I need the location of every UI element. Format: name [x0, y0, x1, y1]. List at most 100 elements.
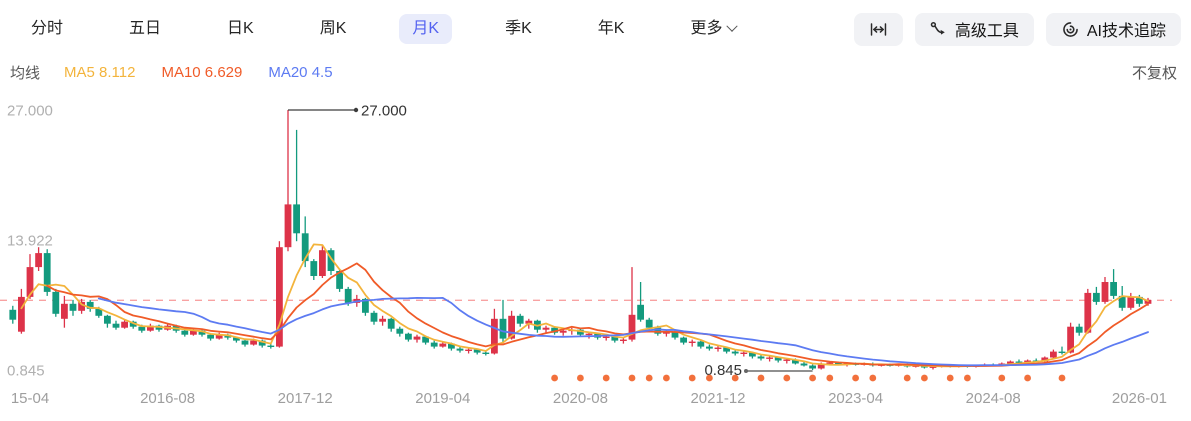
- candle-body: [1110, 282, 1117, 296]
- tab-分时[interactable]: 分时: [31, 20, 64, 37]
- candle-body: [671, 331, 679, 338]
- candle-body: [9, 309, 17, 320]
- candle-body: [1127, 296, 1135, 308]
- candle-body: [1075, 326, 1083, 333]
- candle-body: [1041, 357, 1049, 362]
- event-dot[interactable]: [826, 374, 834, 382]
- event-dot[interactable]: [809, 374, 816, 382]
- event-dot[interactable]: [946, 374, 954, 382]
- candle-body: [327, 250, 335, 271]
- candle-body: [1015, 361, 1023, 363]
- candle-body: [826, 362, 834, 364]
- candle-body: [697, 341, 705, 347]
- y-axis-label: 13.922: [7, 233, 53, 250]
- candle-body: [396, 328, 404, 334]
- event-dot[interactable]: [1024, 374, 1031, 382]
- low-annotation-dot: [744, 369, 748, 373]
- advanced-tools-label: 高级工具: [954, 23, 1019, 40]
- range-select-button[interactable]: [853, 12, 903, 46]
- candle-body: [792, 359, 799, 364]
- candle-body: [1136, 296, 1143, 304]
- tab-日K[interactable]: 日K: [227, 20, 254, 37]
- candle-body: [783, 359, 791, 361]
- candle-body: [241, 340, 249, 345]
- candle-body: [525, 320, 533, 324]
- candle-body: [233, 337, 240, 341]
- tab-月K[interactable]: 月K: [399, 14, 453, 44]
- event-dot[interactable]: [628, 374, 636, 382]
- ma20-value: MA20 4.5: [268, 64, 333, 81]
- candle-body: [551, 327, 558, 333]
- event-dot[interactable]: [998, 374, 1006, 382]
- candle-body: [602, 336, 610, 338]
- horizontal-range-icon: [869, 20, 888, 39]
- candle-body: [929, 366, 937, 368]
- candle-body: [78, 301, 85, 311]
- candle-body: [439, 343, 447, 347]
- ai-tracking-button[interactable]: AI技术追踪: [1045, 12, 1181, 46]
- candle-body: [379, 318, 386, 322]
- candle-body: [1093, 292, 1100, 302]
- event-dot[interactable]: [688, 374, 696, 382]
- event-dot[interactable]: [757, 374, 765, 382]
- event-dot[interactable]: [921, 374, 928, 382]
- candle-body: [516, 315, 524, 324]
- ma10-value: MA10 6.629: [161, 64, 243, 81]
- event-dot[interactable]: [577, 374, 584, 382]
- event-dot[interactable]: [731, 374, 739, 382]
- curve-route-icon: [930, 20, 948, 38]
- candle-body: [465, 349, 472, 351]
- candle-body: [121, 321, 128, 328]
- tab-季K[interactable]: 季K: [505, 20, 532, 37]
- candle-body: [766, 357, 773, 359]
- event-dot[interactable]: [602, 374, 610, 382]
- candle-body: [663, 331, 670, 334]
- tab-年K[interactable]: 年K: [597, 20, 625, 37]
- candle-body: [190, 330, 197, 335]
- event-dot[interactable]: [663, 374, 670, 382]
- low-annotation: 0.845: [704, 362, 813, 379]
- event-dot[interactable]: [903, 374, 911, 382]
- candle-body: [422, 336, 429, 343]
- event-dot[interactable]: [964, 374, 971, 382]
- tab-五日[interactable]: 五日: [129, 20, 162, 37]
- candle-body: [628, 314, 636, 340]
- event-dot[interactable]: [783, 374, 791, 382]
- event-dot[interactable]: [1058, 374, 1066, 382]
- event-dot[interactable]: [645, 374, 653, 382]
- candle-body: [387, 318, 395, 329]
- candle-body: [680, 337, 687, 343]
- high-annotation-dot: [353, 107, 359, 113]
- event-dot[interactable]: [551, 374, 558, 382]
- adjust-mode-toggle[interactable]: 不复权: [1131, 65, 1177, 82]
- tab-more[interactable]: 更多: [677, 14, 749, 44]
- advanced-tools-button[interactable]: 高级工具: [914, 12, 1034, 46]
- candle-body: [18, 296, 25, 332]
- candle-body: [473, 349, 481, 353]
- candle-body: [731, 351, 739, 354]
- candle-body: [757, 356, 765, 359]
- ma-legend-title: 均线: [10, 65, 41, 82]
- y-axis-label: 0.845: [7, 363, 45, 380]
- spiral-target-icon: [1061, 20, 1080, 39]
- candle-body: [499, 318, 507, 339]
- event-dot[interactable]: [852, 374, 859, 382]
- event-dot[interactable]: [706, 374, 713, 382]
- tab-周K[interactable]: 周K: [319, 20, 347, 37]
- candle-body: [835, 362, 842, 365]
- event-dot[interactable]: [869, 374, 877, 382]
- candle-body: [61, 303, 68, 319]
- candle-body: [645, 319, 653, 328]
- candle-body: [43, 253, 51, 292]
- x-axis-labels: 15-04 2016-08 2017-12 2019-04 2020-08 2021-12…: [11, 390, 1167, 407]
- x-axis-label: 2016-08: [140, 390, 195, 407]
- candle-body: [1024, 360, 1031, 363]
- x-axis-label: 2020-08: [553, 390, 608, 407]
- candle-body: [1101, 282, 1109, 302]
- candle-body: [198, 330, 206, 335]
- candle-body: [542, 327, 550, 330]
- candle-body: [215, 334, 223, 339]
- candle-body: [800, 363, 808, 366]
- x-axis-label: 2023-04: [828, 390, 883, 407]
